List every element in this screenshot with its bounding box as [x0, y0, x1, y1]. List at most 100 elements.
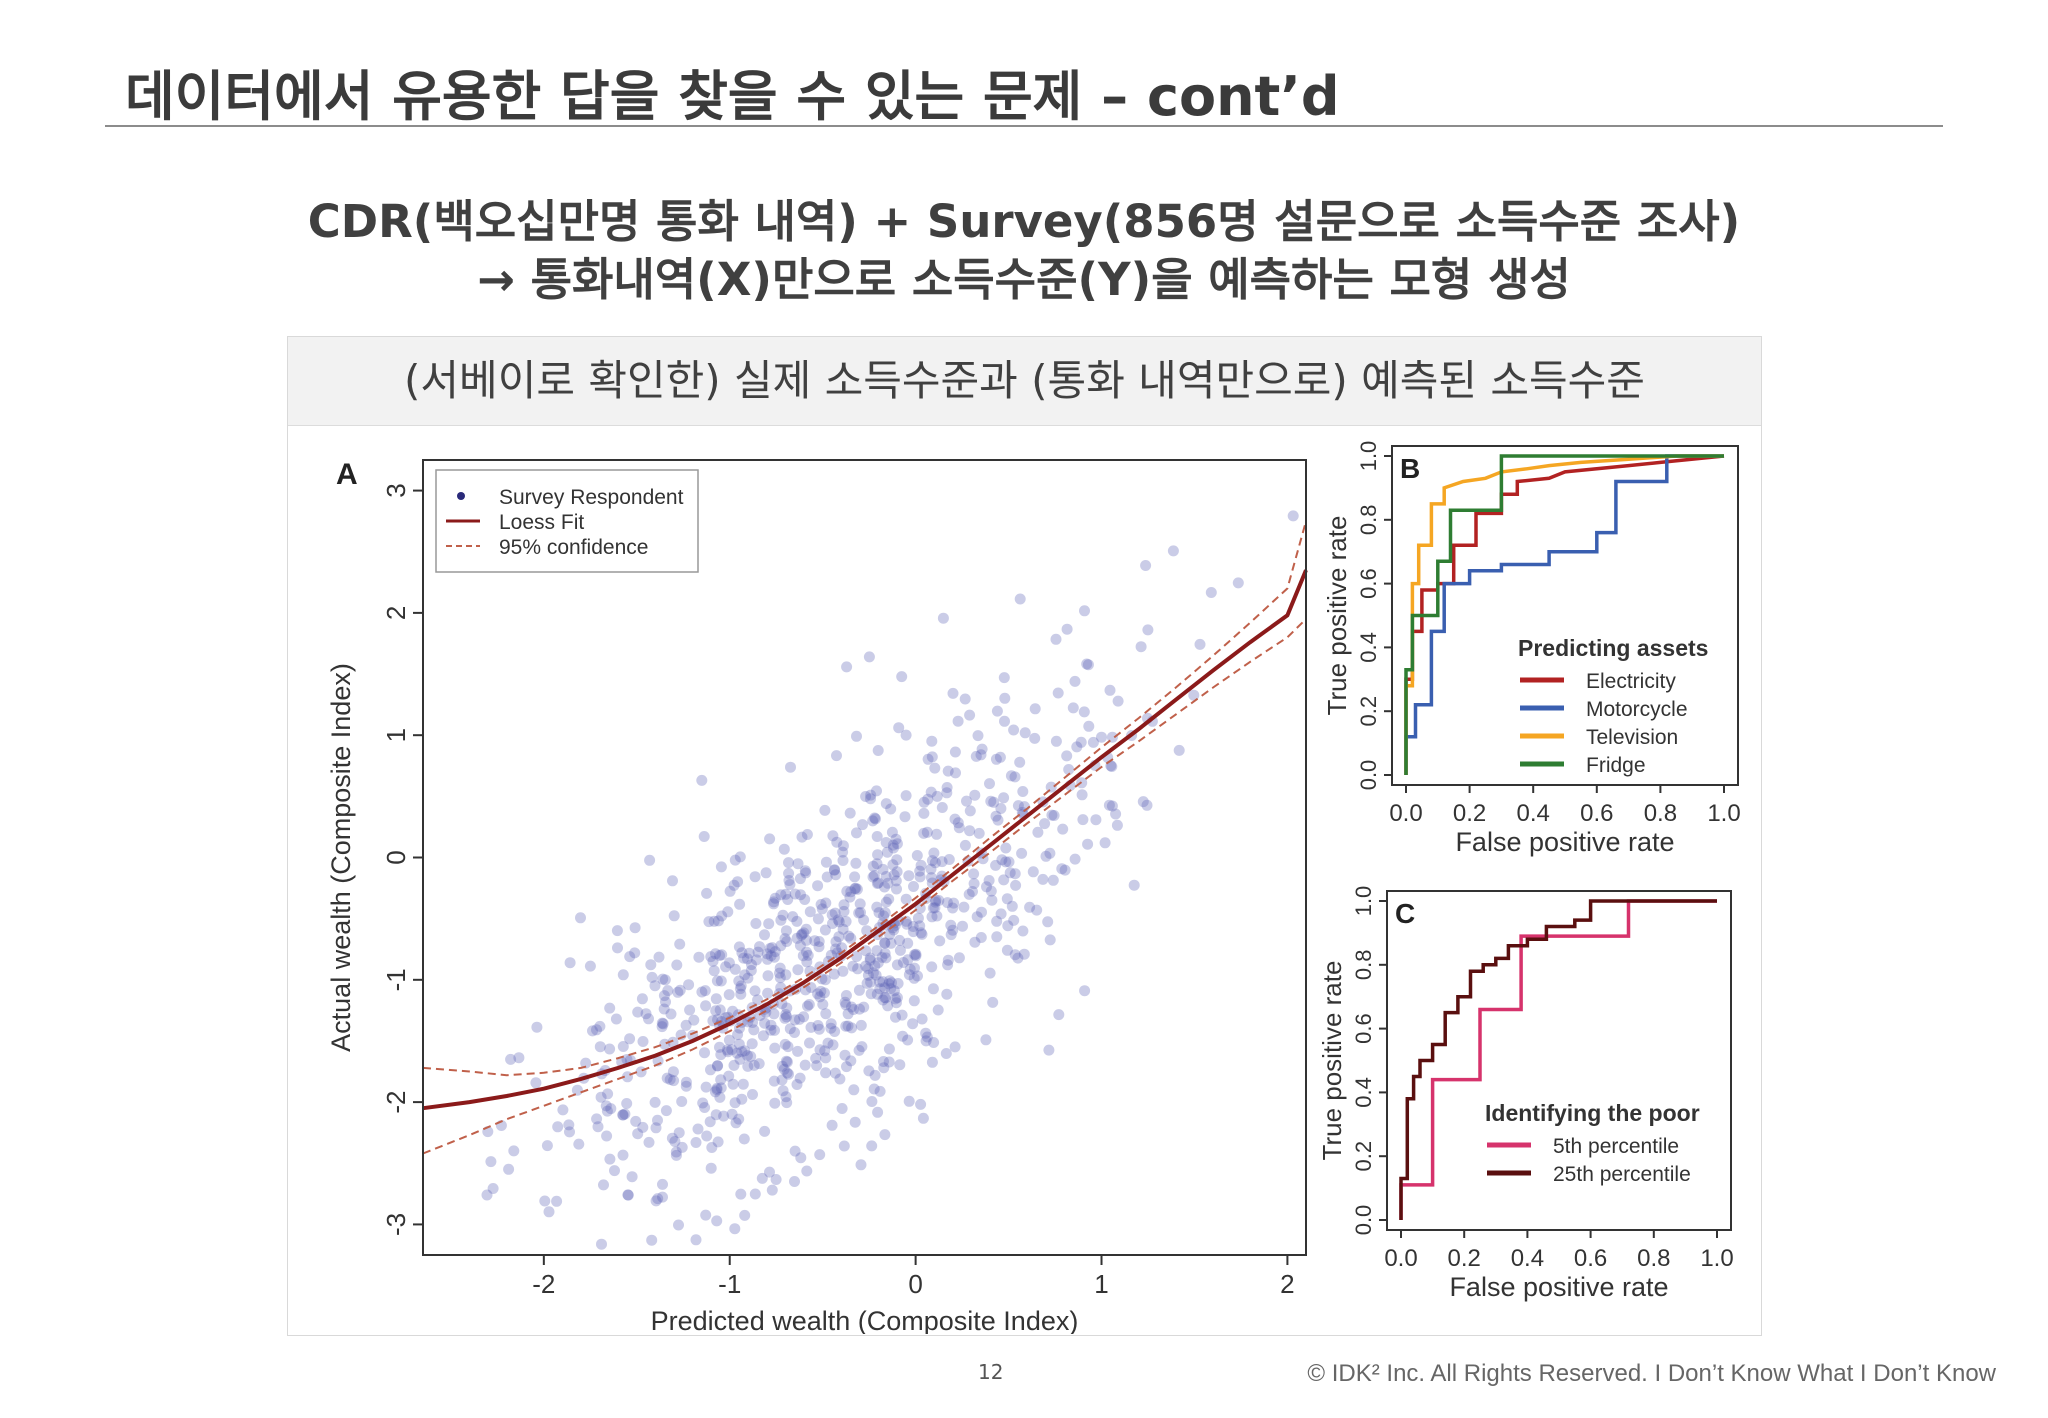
scatter-point — [629, 947, 641, 959]
scatter-point — [780, 1091, 792, 1103]
scatter-point — [736, 947, 748, 959]
scatter-point — [873, 976, 885, 988]
scatter-point — [850, 882, 862, 894]
scatter-point — [877, 976, 889, 988]
scatter-point — [643, 1013, 654, 1025]
scatter-point — [632, 1128, 644, 1140]
scatter-point — [508, 1145, 520, 1157]
scatter-point — [768, 951, 780, 963]
scatter-point — [975, 749, 987, 761]
scatter-point — [738, 952, 750, 964]
scatter-point — [610, 1013, 622, 1025]
scatter-point — [1052, 687, 1064, 699]
scatter-point — [798, 927, 810, 939]
scatter-point — [999, 692, 1011, 704]
scatter-point — [941, 782, 953, 793]
scatter-point — [734, 898, 746, 910]
scatter-point — [990, 810, 1002, 822]
scatter-point — [917, 1112, 929, 1124]
scatter-point — [797, 950, 809, 962]
scatter-point — [851, 951, 863, 962]
scatter-point — [1031, 904, 1043, 916]
scatter-point — [747, 1089, 758, 1100]
scatter-point — [587, 1025, 598, 1037]
scatter-point — [981, 881, 992, 893]
scatter-point — [775, 982, 787, 994]
x-tick-label: 0.6 — [1574, 1245, 1607, 1272]
scatter-point — [801, 946, 812, 958]
scatter-point — [749, 985, 761, 997]
y-axis-label: True positive rate — [1317, 961, 1347, 1161]
scatter-point — [600, 1100, 612, 1112]
scatter-point — [591, 1113, 603, 1125]
scatter-point — [693, 951, 705, 963]
scatter-point — [918, 796, 930, 808]
scatter-point — [667, 1036, 679, 1048]
scatter-point — [891, 866, 903, 878]
scatter-point — [673, 1219, 684, 1231]
scatter-point — [734, 983, 746, 995]
scatter-point — [1047, 874, 1059, 886]
scatter-point — [703, 916, 715, 928]
scatter-point — [921, 1031, 933, 1043]
scatter-point — [732, 876, 744, 888]
chart-panel: (서베이로 확인한) 실제 소득수준과 (통화 내역만으로) 예측된 소득수준 … — [287, 336, 1762, 1336]
scatter-point — [1082, 838, 1094, 850]
scatter-point — [796, 928, 808, 940]
scatter-point — [941, 787, 953, 799]
scatter-point — [853, 984, 865, 996]
scatter-point — [1002, 920, 1014, 932]
scatter-point — [541, 1140, 553, 1152]
scatter-point — [991, 915, 1003, 927]
scatter-point — [902, 1034, 914, 1046]
scatter-point — [779, 1038, 791, 1050]
subtitle-line-2: → 통화내역(X)만으로 소득수준(Y)을 예측하는 모형 생성 — [477, 253, 1571, 306]
y-tick-label: 3 — [381, 483, 411, 497]
scatter-point — [595, 1091, 607, 1103]
scatter-point — [485, 1156, 497, 1168]
scatter-point — [990, 753, 1002, 765]
scatter-point — [943, 854, 955, 865]
scatter-point — [883, 1056, 895, 1068]
scatter-point — [998, 672, 1010, 684]
scatter-point — [781, 1011, 792, 1023]
scatter-point — [718, 1110, 730, 1122]
scatter-point — [700, 1081, 712, 1093]
scatter-point — [660, 996, 671, 1008]
scatter-point — [907, 926, 919, 938]
panel-c-label: C — [1395, 898, 1415, 929]
scatter-point — [929, 902, 941, 914]
scatter-point — [915, 927, 927, 939]
scatter-point — [812, 988, 824, 1000]
scatter-point — [752, 994, 764, 1006]
scatter-point — [947, 687, 959, 699]
scatter-point — [869, 960, 881, 972]
scatter-point — [984, 778, 995, 790]
scatter-point — [543, 1206, 555, 1218]
scatter-point — [980, 1034, 992, 1046]
scatter-point — [896, 671, 908, 683]
scatter-point — [723, 957, 735, 969]
loess-fit-line — [422, 569, 1308, 1111]
scatter-point — [936, 802, 948, 813]
scatter-point — [827, 830, 839, 842]
scatter-point — [617, 1109, 629, 1121]
scatter-point — [911, 850, 923, 861]
legend-label: Motorcycle — [1586, 698, 1688, 721]
scatter-point — [643, 1136, 655, 1148]
scatter-point — [897, 957, 909, 968]
scatter-point — [910, 950, 922, 962]
scatter-point — [1003, 856, 1015, 868]
scatter-point — [864, 954, 876, 966]
scatter-point — [1194, 638, 1206, 650]
scatter-point — [670, 1149, 682, 1161]
x-tick-label: 0.8 — [1644, 800, 1677, 827]
scatter-point — [867, 860, 879, 872]
scatter-point — [752, 946, 764, 958]
scatter-point — [870, 969, 882, 981]
scatter-point — [833, 931, 845, 943]
scatter-point — [855, 907, 866, 918]
scatter-point — [711, 1084, 723, 1096]
scatter-point — [843, 930, 855, 942]
scatter-point — [878, 910, 890, 922]
